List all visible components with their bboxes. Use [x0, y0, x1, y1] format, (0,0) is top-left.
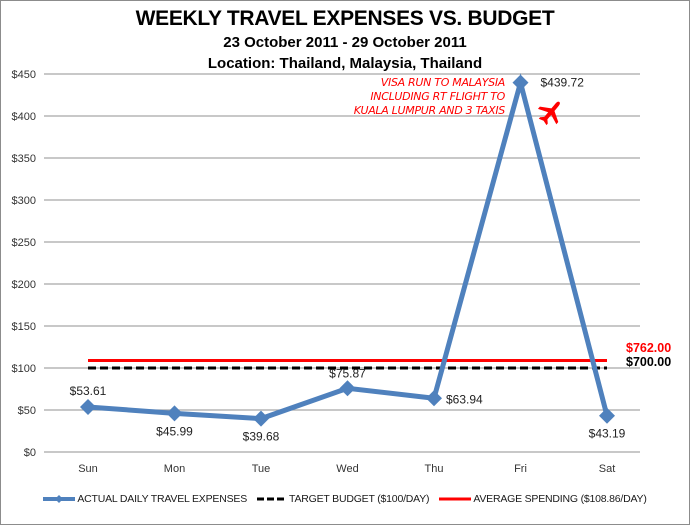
- chart-title: WEEKLY TRAVEL EXPENSES VS. BUDGET: [135, 7, 555, 30]
- reference-lines: $762.00$700.00: [88, 341, 671, 370]
- y-tick-label: $450: [12, 69, 36, 81]
- chart-date-range: 23 October 2011 - 29 October 2011: [223, 34, 467, 51]
- budget-total-label: $700.00: [626, 355, 671, 369]
- data-value-label: $39.68: [243, 430, 280, 444]
- diamond-marker-icon: [166, 405, 183, 422]
- average-total-label: $762.00: [626, 341, 671, 355]
- diamond-marker-icon: [599, 407, 615, 424]
- y-tick-label: $250: [12, 237, 36, 249]
- chart-legend: ACTUAL DAILY TRAVEL EXPENSES TARGET BUDG…: [0, 493, 690, 505]
- x-tick-label: Sat: [599, 463, 616, 475]
- legend-label-average: AVERAGE SPENDING ($108.86/DAY): [473, 493, 647, 505]
- x-tick-label: Tue: [252, 463, 271, 475]
- annotation-text: KUALA LUMPUR AND 3 TAXIS: [354, 104, 506, 117]
- legend-item-actual: ACTUAL DAILY TRAVEL EXPENSES: [43, 493, 247, 505]
- diamond-marker-icon: [80, 398, 96, 415]
- y-tick-label: $0: [24, 447, 36, 459]
- data-value-label: $45.99: [156, 424, 193, 438]
- diamond-marker-icon: [339, 380, 356, 397]
- data-labels: $53.61 $45.99 $39.68 $75.87 $63.94 $439.72 $43…: [70, 76, 626, 444]
- y-tick-label: $400: [12, 111, 36, 123]
- x-tick-label: Thu: [425, 463, 444, 475]
- diamond-marker-icon: [512, 74, 529, 91]
- y-tick-label: $50: [18, 405, 36, 417]
- x-tick-label: Wed: [336, 463, 358, 475]
- data-value-label: $53.61: [70, 384, 107, 398]
- legend-label-budget: TARGET BUDGET ($100/DAY): [289, 493, 430, 505]
- legend-label-actual: ACTUAL DAILY TRAVEL EXPENSES: [77, 493, 248, 505]
- y-tick-label: $150: [12, 321, 36, 333]
- x-tick-label: Fri: [514, 463, 527, 475]
- legend-actual-swatch-icon: [43, 495, 76, 503]
- y-tick-label: $200: [12, 279, 36, 291]
- chart-location: Location: Thailand, Malaysia, Thailand: [207, 55, 483, 72]
- data-value-label: $439.72: [541, 76, 585, 90]
- legend-budget-swatch-icon: [257, 497, 288, 501]
- data-value-label: $43.19: [589, 427, 626, 441]
- x-tick-label: Sun: [78, 463, 98, 475]
- airplane-icon: [537, 101, 560, 126]
- annotation-text: INCLUDING RT FLIGHT TO: [370, 90, 505, 103]
- actual-expenses-series: [80, 72, 615, 427]
- legend-item-budget: TARGET BUDGET ($100/DAY): [257, 493, 430, 505]
- data-value-label: $75.87: [329, 366, 366, 380]
- x-tick-label: Mon: [164, 463, 185, 475]
- data-value-label: $63.94: [446, 392, 483, 406]
- chart-titles: WEEKLY TRAVEL EXPENSES VS. BUDGET 23 Oct…: [0, 6, 690, 74]
- y-tick-label: $100: [12, 363, 36, 375]
- y-tick-label: $350: [12, 153, 36, 165]
- gridlines: [44, 73, 640, 453]
- y-axis-labels: $0 $50 $100 $150 $200 $250 $300 $350 $400 $450: [12, 69, 36, 459]
- diamond-marker-icon: [253, 410, 269, 427]
- x-axis-labels: Sun Mon Tue Wed Thu Fri Sat: [78, 463, 615, 475]
- diamond-marker-icon: [426, 390, 442, 407]
- legend-item-average: AVERAGE SPENDING ($108.86/DAY): [439, 493, 647, 505]
- y-tick-label: $300: [12, 195, 36, 207]
- annotation-text: VISA RUN TO MALAYSIA: [381, 76, 505, 89]
- legend-average-swatch-icon: [439, 497, 472, 501]
